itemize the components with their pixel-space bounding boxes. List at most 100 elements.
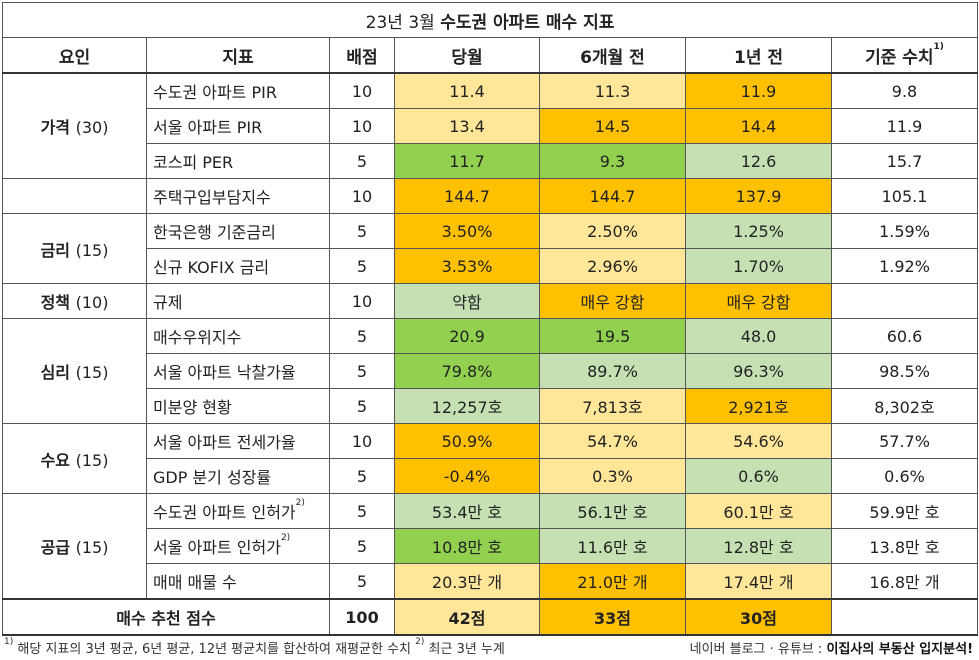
current-cell: 53.4만 호 — [394, 493, 540, 529]
total-empty — [831, 598, 978, 636]
one-year-cell: 2,921호 — [685, 388, 832, 424]
one-year-cell: 1.70% — [685, 248, 832, 284]
one-year-cell: 137.9 — [685, 178, 832, 214]
table-row: 매매 매물 수 5 20.3만 개 21.0만 개 17.4만 개 16.8만 개 — [3, 563, 978, 600]
indicator-cell: 수도권 아파트 인허가2) — [146, 493, 330, 529]
weight-cell: 5 — [329, 458, 395, 494]
factor-cell: 공급 (15) — [2, 493, 147, 600]
weight-cell: 5 — [329, 563, 395, 600]
indicator-cell: 매수우위지수 — [146, 318, 330, 354]
baseline-cell: 8,302호 — [831, 388, 978, 424]
table-title: 23년 3월 수도권 아파트 매수 지표 — [2, 2, 978, 38]
current-cell: 79.8% — [394, 353, 540, 389]
current-cell: 11.7 — [394, 143, 540, 179]
current-cell: 3.50% — [394, 213, 540, 249]
one-year-cell: 54.6% — [685, 423, 832, 459]
current-cell: 11.4 — [394, 72, 540, 109]
header-baseline: 기준 수치1) — [831, 37, 978, 74]
one-year-cell: 96.3% — [685, 353, 832, 389]
baseline-cell — [831, 283, 978, 319]
total-current: 42점 — [394, 598, 540, 636]
current-cell: 50.9% — [394, 423, 540, 459]
table-row: 서울 아파트 PIR 10 13.4 14.5 14.4 11.9 — [3, 108, 978, 144]
current-cell: 10.8만 호 — [394, 528, 540, 564]
one-year-cell: 매우 강함 — [685, 283, 832, 319]
factor-name: 수요 — [40, 450, 71, 470]
baseline-cell: 13.8만 호 — [831, 528, 978, 564]
table-row: 심리 (15) 매수우위지수 5 20.9 19.5 48.0 60.6 — [2, 318, 978, 424]
six-months-cell: 89.7% — [539, 353, 686, 389]
weight-cell: 5 — [329, 528, 395, 564]
weight-cell: 5 — [329, 493, 395, 529]
six-months-cell: 2.96% — [539, 248, 686, 284]
indicator-cell: 수도권 아파트 PIR — [146, 72, 330, 109]
current-cell: 3.53% — [394, 248, 540, 284]
baseline-cell: 1.92% — [831, 248, 978, 284]
baseline-cell: 15.7 — [831, 143, 978, 179]
indicator-cell: 매매 매물 수 — [146, 563, 330, 600]
factor-weight: (15) — [75, 363, 109, 382]
table-row: 서울 아파트 인허가2) 5 10.8만 호 11.6만 호 12.8만 호 13.8만 … — [3, 528, 978, 564]
factor-weight: (15) — [75, 538, 109, 557]
indicator-cell: 서울 아파트 PIR — [146, 108, 330, 144]
indicator-cell: 신규 KOFIX 금리 — [146, 248, 330, 284]
indicator-cell: GDP 분기 성장률 — [146, 458, 330, 494]
factor-cell: 심리 (15) — [2, 318, 147, 424]
indicator-cell: 서울 아파트 인허가2) — [146, 528, 330, 564]
table-row: 공급 (15) 수도권 아파트 인허가2) 5 53.4만 호 56.1만 호 60.1만… — [2, 493, 978, 600]
one-year-cell: 0.6% — [685, 458, 832, 494]
six-months-cell: 56.1만 호 — [539, 493, 686, 529]
factor-cell: 금리 (15) — [2, 213, 147, 284]
six-months-cell: 9.3 — [539, 143, 686, 179]
header-row: 요인 지표 배점 당월 6개월 전 1년 전 기준 수치1) — [2, 37, 978, 74]
current-cell: 20.3만 개 — [394, 563, 540, 600]
header-current: 당월 — [394, 37, 540, 74]
weight-cell: 10 — [329, 423, 395, 459]
one-year-cell: 12.6 — [685, 143, 832, 179]
one-year-cell: 1.25% — [685, 213, 832, 249]
weight-cell: 10 — [329, 178, 395, 214]
baseline-cell: 105.1 — [831, 178, 978, 214]
factor-name: 정책 — [40, 293, 71, 312]
factor-weight: (10) — [75, 293, 109, 312]
factor-weight: (15) — [75, 450, 109, 470]
credit: 네이버 블로그 · 유튜브 : 이집사의 부동산 입지분석! — [689, 642, 973, 657]
baseline-cell: 0.6% — [831, 458, 978, 494]
indicator-cell: 코스피 PER — [146, 143, 330, 179]
table-row: 가격 (30) 수도권 아파트 PIR 10 11.4 11.3 11.9 9.8 — [2, 72, 978, 179]
factor-name: 가격 — [40, 118, 71, 137]
factor-cell — [2, 178, 147, 214]
table-row: 코스피 PER 5 11.7 9.3 12.6 15.7 — [3, 143, 978, 179]
table-row: 수요 (15) 서울 아파트 전세가율 10 50.9% 54.7% 54.6% 57.7% — [2, 423, 978, 494]
indicator-cell: 미분양 현황 — [146, 388, 330, 424]
indicator-table: 23년 3월 수도권 아파트 매수 지표 요인 지표 배점 당월 6개월 전 1… — [2, 2, 978, 636]
factor-cell: 가격 (30) — [2, 72, 147, 179]
header-weight: 배점 — [329, 37, 395, 74]
table-row: 미분양 현황 5 12,257호 7,813호 2,921호 8,302호 — [3, 388, 978, 424]
total-label: 매수 추천 점수 — [2, 598, 330, 636]
table-row: 주택구입부담지수 10 144.7 144.7 137.9 105.1 — [2, 178, 978, 214]
six-months-cell: 11.3 — [539, 72, 686, 109]
header-six-months: 6개월 전 — [539, 37, 686, 74]
total-row: 매수 추천 점수 100 42점 33점 30점 — [2, 598, 978, 636]
header-one-year: 1년 전 — [685, 37, 832, 74]
total-weight: 100 — [329, 598, 395, 636]
indicator-cell: 주택구입부담지수 — [146, 178, 330, 214]
one-year-cell: 17.4만 개 — [685, 563, 832, 600]
factor-name: 공급 — [40, 538, 71, 557]
six-months-cell: 21.0만 개 — [539, 563, 686, 600]
current-cell: 약함 — [394, 283, 540, 319]
total-six: 33점 — [539, 598, 686, 636]
baseline-cell: 98.5% — [831, 353, 978, 389]
six-months-cell: 2.50% — [539, 213, 686, 249]
weight-cell: 5 — [329, 388, 395, 424]
six-months-cell: 매우 강함 — [539, 283, 686, 319]
footnote: 1) 해당 지표의 3년 평균, 6년 평균, 12년 평균치를 합산하여 재평… — [4, 637, 505, 658]
current-cell: 13.4 — [394, 108, 540, 144]
baseline-cell: 9.8 — [831, 72, 978, 109]
indicator-cell: 한국은행 기준금리 — [146, 213, 330, 249]
header-indicator: 지표 — [146, 37, 330, 74]
six-months-cell: 0.3% — [539, 458, 686, 494]
baseline-cell: 57.7% — [831, 423, 978, 459]
